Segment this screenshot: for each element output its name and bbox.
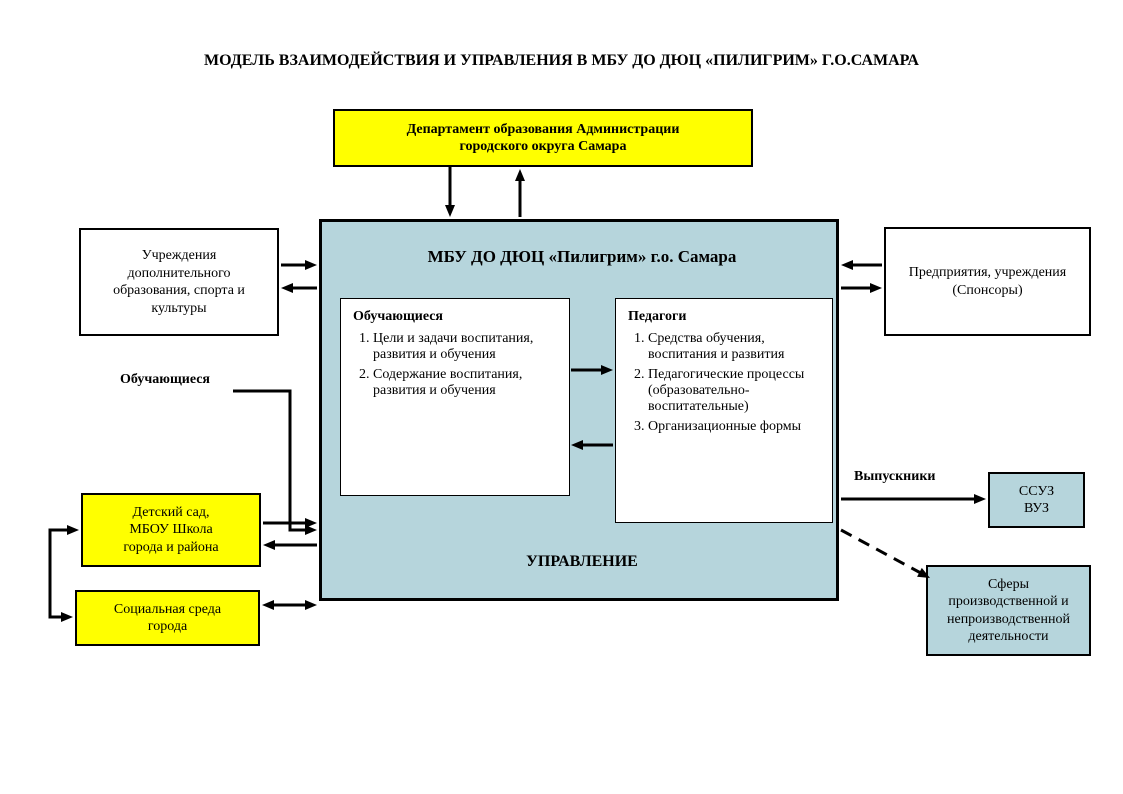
page-title: МОДЕЛЬ ВЗАИМОДЕЙСТВИЯ И УПРАВЛЕНИЯ В МБУ… (0, 52, 1123, 70)
node-institutions-l1: Учреждения (113, 247, 245, 265)
node-students-inner: Обучающиеся Цели и задачи воспитания, ра… (340, 298, 570, 496)
node-enterprises-right: Предприятия, учреждения (Спонсоры) (884, 227, 1091, 336)
node-institutions-l4: культуры (113, 300, 245, 318)
node-department-l2: городского округа Самара (407, 138, 680, 156)
teachers-inner-item: Средства обучения, воспитания и развития (648, 331, 820, 363)
node-institutions-l2: дополнительного (113, 265, 245, 283)
colleges-l1: ССУЗ (1019, 483, 1054, 501)
node-enterprises-l1: Предприятия, учреждения (909, 264, 1066, 282)
kindergarten-l3: города и района (123, 539, 218, 557)
teachers-inner-item: Педагогические процессы (образовательно-… (648, 367, 820, 415)
social-env-l2: города (114, 618, 221, 636)
node-department-l1: Департамент образования Администрации (407, 121, 680, 139)
spheres-l3: непроизводственной (947, 611, 1070, 629)
label-graduates: Выпускники (854, 469, 935, 485)
node-colleges: ССУЗ ВУЗ (988, 472, 1085, 528)
kindergarten-l2: МБОУ Школа (123, 521, 218, 539)
students-inner-item: Цели и задачи воспитания, развития и обу… (373, 331, 557, 363)
teachers-inner-item: Организационные формы (648, 419, 820, 435)
node-institutions-l3: образования, спорта и (113, 282, 245, 300)
node-enterprises-l2: (Спонсоры) (909, 282, 1066, 300)
node-institutions-left: Учреждения дополнительного образования, … (79, 228, 279, 336)
teachers-inner-heading: Педагоги (628, 309, 820, 325)
node-spheres: Сферы производственной и непроизводствен… (926, 565, 1091, 656)
node-kindergarten: Детский сад, МБОУ Школа города и района (81, 493, 261, 567)
spheres-l4: деятельности (947, 628, 1070, 646)
kindergarten-l1: Детский сад, (123, 504, 218, 522)
spheres-l2: производственной и (947, 593, 1070, 611)
spheres-l1: Сферы (947, 576, 1070, 594)
node-department: Департамент образования Администрации го… (333, 109, 753, 167)
social-env-l1: Социальная среда (114, 601, 221, 619)
central-title: МБУ ДО ДЮЦ «Пилигрим» г.о. Самара (322, 246, 842, 267)
colleges-l2: ВУЗ (1019, 500, 1054, 518)
central-management-label: УПРАВЛЕНИЕ (322, 552, 842, 572)
students-inner-item: Содержание воспитания, развития и обучен… (373, 367, 557, 399)
diagram-canvas: МОДЕЛЬ ВЗАИМОДЕЙСТВИЯ И УПРАВЛЕНИЯ В МБУ… (0, 0, 1123, 794)
node-teachers-inner: Педагоги Средства обучения, воспитания и… (615, 298, 833, 523)
label-students-outer: Обучающиеся (120, 372, 210, 388)
node-social-env: Социальная среда города (75, 590, 260, 646)
students-inner-heading: Обучающиеся (353, 309, 557, 325)
